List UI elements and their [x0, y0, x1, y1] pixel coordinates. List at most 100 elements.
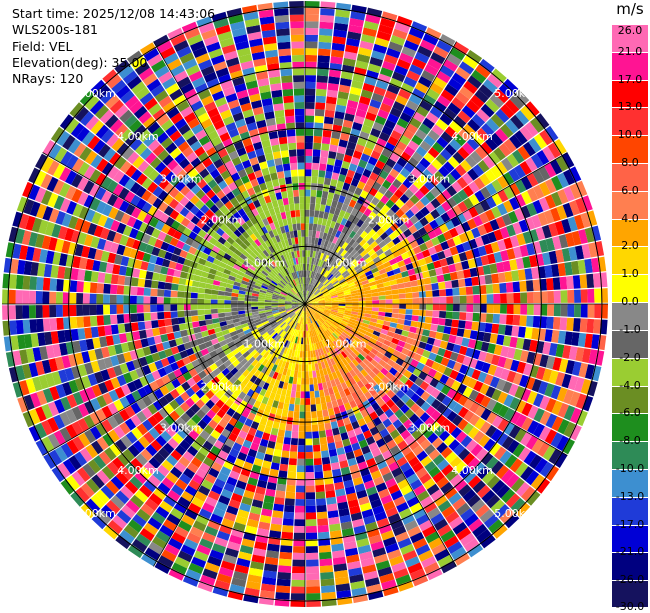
- velocity-bin: [412, 310, 419, 316]
- velocity-bin: [573, 275, 581, 289]
- velocity-bin: [306, 432, 313, 439]
- velocity-bin: [486, 314, 493, 323]
- velocity-bin: [366, 304, 373, 307]
- velocity-bin: [298, 371, 302, 378]
- velocity-bin: [457, 328, 465, 337]
- velocity-bin: [305, 385, 309, 392]
- velocity-bin: [56, 292, 63, 304]
- velocity-bin: [90, 294, 97, 304]
- velocity-bin: [308, 351, 311, 358]
- velocity-bin: [313, 445, 321, 452]
- velocity-bin: [139, 330, 147, 339]
- velocity-bin: [305, 116, 314, 123]
- velocity-bin: [177, 305, 184, 311]
- velocity-bin: [286, 390, 292, 397]
- velocity-bin: [49, 292, 56, 304]
- velocity-bin: [466, 286, 473, 295]
- velocity-bin: [76, 305, 83, 316]
- velocity-bin: [331, 462, 340, 470]
- velocity-bin: [305, 237, 308, 244]
- velocity-bin: [238, 301, 245, 304]
- velocity-bin: [97, 272, 105, 283]
- velocity-bin: [327, 192, 334, 200]
- velocity-bin: [292, 573, 305, 580]
- velocity-bin: [329, 144, 338, 152]
- velocity-bin: [296, 486, 305, 493]
- velocity-bin: [144, 313, 151, 321]
- velocity-bin: [471, 322, 479, 331]
- velocity-bin: [170, 298, 177, 305]
- velocity-bin: [463, 269, 471, 278]
- velocity-bin: [318, 55, 330, 63]
- velocity-bin: [316, 89, 327, 97]
- velocity-bin: [485, 275, 493, 285]
- velocity-bin: [77, 269, 85, 281]
- velocity-bin: [318, 532, 330, 540]
- velocity-bin: [212, 285, 219, 291]
- velocity-bin: [312, 371, 316, 378]
- velocity-bin: [319, 211, 325, 218]
- velocity-bin: [404, 320, 412, 326]
- velocity-bin: [473, 313, 480, 322]
- velocity-bin: [430, 324, 438, 331]
- velocity-bin: [193, 275, 201, 282]
- velocity-bin: [315, 391, 320, 398]
- velocity-bin: [593, 319, 601, 334]
- velocity-bin: [318, 42, 331, 50]
- velocity-bin: [23, 320, 31, 334]
- velocity-bin: [305, 163, 312, 170]
- velocity-bin: [405, 315, 412, 321]
- velocity-bin: [305, 68, 316, 75]
- velocity-bin: [295, 513, 305, 520]
- velocity-bin: [322, 191, 328, 199]
- velocity-bin: [315, 397, 321, 404]
- velocity-bin: [386, 304, 393, 308]
- velocity-bin: [275, 490, 285, 498]
- velocity-bin: [286, 485, 295, 492]
- velocity-bin: [165, 275, 173, 283]
- velocity-bin: [316, 82, 327, 90]
- velocity-bin: [309, 217, 314, 224]
- velocity-bin: [507, 293, 514, 303]
- velocity-bin: [204, 304, 211, 309]
- velocity-bin: [426, 291, 433, 298]
- velocity-bin: [118, 275, 126, 285]
- velocity-bin: [391, 318, 398, 324]
- velocity-bin: [96, 294, 103, 304]
- velocity-bin: [56, 305, 63, 317]
- velocity-bin: [309, 230, 313, 237]
- velocity-bin: [406, 298, 413, 303]
- velocity-bin: [465, 321, 473, 330]
- velocity-bin: [306, 593, 320, 600]
- velocity-bin: [534, 304, 541, 315]
- velocity-bin: [286, 424, 293, 431]
- velocity-bin: [318, 170, 325, 178]
- velocity-bin: [145, 271, 153, 280]
- velocity-bin: [272, 421, 279, 429]
- velocity-bin: [327, 90, 338, 98]
- velocity-bin: [295, 506, 305, 513]
- velocity-bin: [305, 8, 319, 15]
- velocity-bin: [409, 326, 417, 333]
- velocity-bin: [560, 317, 568, 330]
- velocity-bin: [49, 305, 56, 317]
- velocity-bin: [305, 55, 317, 62]
- velocity-bin: [379, 296, 386, 300]
- velocity-bin: [398, 288, 405, 294]
- velocity-bin: [313, 224, 318, 231]
- velocity-bin: [218, 309, 225, 314]
- velocity-bin: [290, 445, 298, 452]
- velocity-bin: [322, 409, 329, 417]
- velocity-bin: [319, 430, 326, 438]
- velocity-bin: [204, 299, 211, 304]
- velocity-bin: [296, 384, 301, 391]
- velocity-bin: [191, 316, 198, 322]
- velocity-bin: [546, 317, 554, 329]
- velocity-bin: [399, 309, 406, 314]
- velocity-bin: [321, 403, 327, 411]
- velocity-bin: [171, 318, 179, 325]
- velocity-bin: [218, 313, 225, 318]
- velocity-bin: [171, 284, 179, 291]
- velocity-bin: [453, 296, 460, 304]
- velocity-bin: [306, 546, 318, 553]
